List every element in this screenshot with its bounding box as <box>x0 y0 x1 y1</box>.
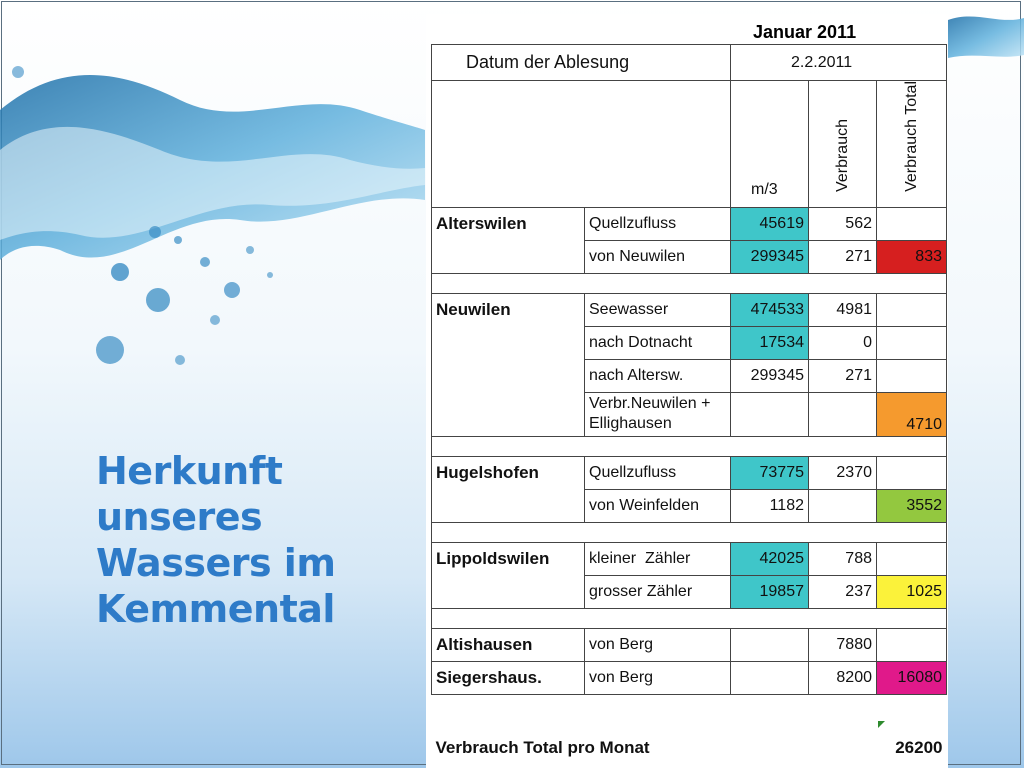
col-header-verbrauch-text: Verbrauch <box>833 118 851 192</box>
spacer-row <box>431 607 947 629</box>
source-cell: Quellzufluss <box>584 455 731 490</box>
blank-cell <box>431 80 731 208</box>
total-cell <box>876 455 947 490</box>
verbrauch-cell: 2370 <box>808 455 877 490</box>
source-cell: nach Altersw. <box>584 358 731 393</box>
table-row: Lippoldswilen kleiner Zähler 42025 788 <box>431 541 947 609</box>
footer-label: Verbrauch Total pro Monat <box>435 738 650 758</box>
col-header-verbrauch-total: Verbrauch Total <box>876 80 947 208</box>
m3-cell: 42025 <box>730 541 809 576</box>
total-cell: 3552 <box>876 488 947 523</box>
verbrauch-cell: 788 <box>808 541 877 576</box>
spacer-row <box>431 435 947 457</box>
table-row: Neuwilen Seewasser 474533 4981 <box>431 292 947 437</box>
table-row: Alterswilen Quellzufluss 45619 562 <box>431 206 947 274</box>
m3-cell <box>730 627 809 662</box>
unit-header: m/3 <box>730 80 809 208</box>
location-cell: Lippoldswilen <box>431 541 585 609</box>
verbrauch-cell: 8200 <box>808 660 877 695</box>
title-line: unseres <box>96 495 263 539</box>
source-cell: grosser Zähler <box>584 574 731 609</box>
total-row: Verbrauch Total pro Monat 26200 <box>432 694 947 764</box>
total-cell <box>876 627 947 662</box>
water-splash-image <box>0 16 1024 365</box>
source-cell: Seewasser <box>584 292 731 327</box>
slide-title: Herkunft unseres Wassers im Kemmental <box>96 448 396 632</box>
consumption-table: Datum der Ablesung 2.2.2011 m/3 Verbrauc… <box>431 44 947 764</box>
verbrauch-cell: 4981 <box>808 292 877 327</box>
total-cell <box>876 206 947 241</box>
verbrauch-cell: 562 <box>808 206 877 241</box>
m3-cell <box>730 660 809 695</box>
source-cell: Quellzufluss <box>584 206 731 241</box>
m3-cell: 45619 <box>730 206 809 241</box>
spacer-row <box>431 272 947 294</box>
col-header-verbrauch-total-text: Verbrauch Total <box>902 81 920 192</box>
total-cell: 16080 <box>876 660 947 695</box>
location-cell: Altishausen <box>431 627 585 662</box>
m3-cell: 474533 <box>730 292 809 327</box>
verbrauch-cell: 0 <box>808 325 877 360</box>
col-header-verbrauch: Verbrauch <box>808 80 877 208</box>
table-row: nach Altersw. 299345 271 <box>432 358 947 393</box>
month-heading: Januar 2011 <box>753 22 857 42</box>
total-cell <box>876 541 947 576</box>
total-cell <box>876 292 947 327</box>
location-cell: Hugelshofen <box>431 455 585 523</box>
total-cell: 833 <box>876 239 947 274</box>
table-row: Altishausen von Berg 7880 <box>431 627 947 662</box>
table-row: nach Dotnacht 17534 0 <box>432 325 947 360</box>
total-cell <box>876 325 947 360</box>
title-line: Kemmental <box>96 587 335 631</box>
m3-cell: 1182 <box>730 488 809 523</box>
source-cell: Verbr.Neuwilen + Ellighausen <box>584 391 731 437</box>
verbrauch-cell: 237 <box>808 574 877 609</box>
location-cell: Alterswilen <box>431 206 585 274</box>
total-cell: 1025 <box>876 574 947 609</box>
footer-total: 26200 <box>895 738 943 758</box>
m3-cell: 17534 <box>730 325 809 360</box>
m3-cell <box>730 391 809 437</box>
consumption-table-image: Januar 2011 Datum der Ablesung 2.2.2011 … <box>426 14 948 768</box>
spacer-row <box>431 521 947 543</box>
verbrauch-cell: 7880 <box>808 627 877 662</box>
green-marker-icon <box>878 721 885 728</box>
reading-date-label: Datum der Ablesung <box>431 44 731 81</box>
verbrauch-cell: 271 <box>808 239 877 274</box>
location-cell: Neuwilen <box>431 292 585 437</box>
verbrauch-cell <box>808 391 877 437</box>
source-cell: kleiner Zähler <box>584 541 731 576</box>
table-row: Siegershaus. von Berg 8200 16080 <box>431 660 947 695</box>
m3-cell: 299345 <box>730 358 809 393</box>
m3-cell: 299345 <box>730 239 809 274</box>
table-row: von Weinfelden 1182 3552 <box>432 488 947 523</box>
source-cell: von Berg <box>584 627 731 662</box>
table-row: Hugelshofen Quellzufluss 73775 2370 <box>431 455 947 523</box>
table-row: Verbr.Neuwilen + Ellighausen 4710 <box>432 391 947 437</box>
verbrauch-cell <box>808 488 877 523</box>
m3-cell: 73775 <box>730 455 809 490</box>
m3-cell: 19857 <box>730 574 809 609</box>
reading-date-value: 2.2.2011 <box>730 44 947 81</box>
total-cell: 4710 <box>876 391 947 437</box>
title-line: Herkunft <box>96 449 283 493</box>
source-cell: nach Dotnacht <box>584 325 731 360</box>
source-cell: von Weinfelden <box>584 488 731 523</box>
source-cell: von Berg <box>584 660 731 695</box>
location-cell: Siegershaus. <box>431 660 585 695</box>
title-line: Wassers im <box>96 541 336 585</box>
total-cell <box>876 358 947 393</box>
verbrauch-cell: 271 <box>808 358 877 393</box>
source-cell: von Neuwilen <box>584 239 731 274</box>
